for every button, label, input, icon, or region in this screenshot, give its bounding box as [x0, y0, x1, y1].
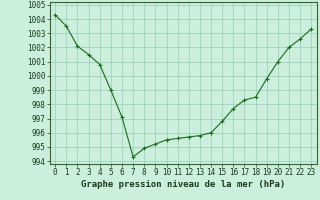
X-axis label: Graphe pression niveau de la mer (hPa): Graphe pression niveau de la mer (hPa)	[81, 180, 285, 189]
